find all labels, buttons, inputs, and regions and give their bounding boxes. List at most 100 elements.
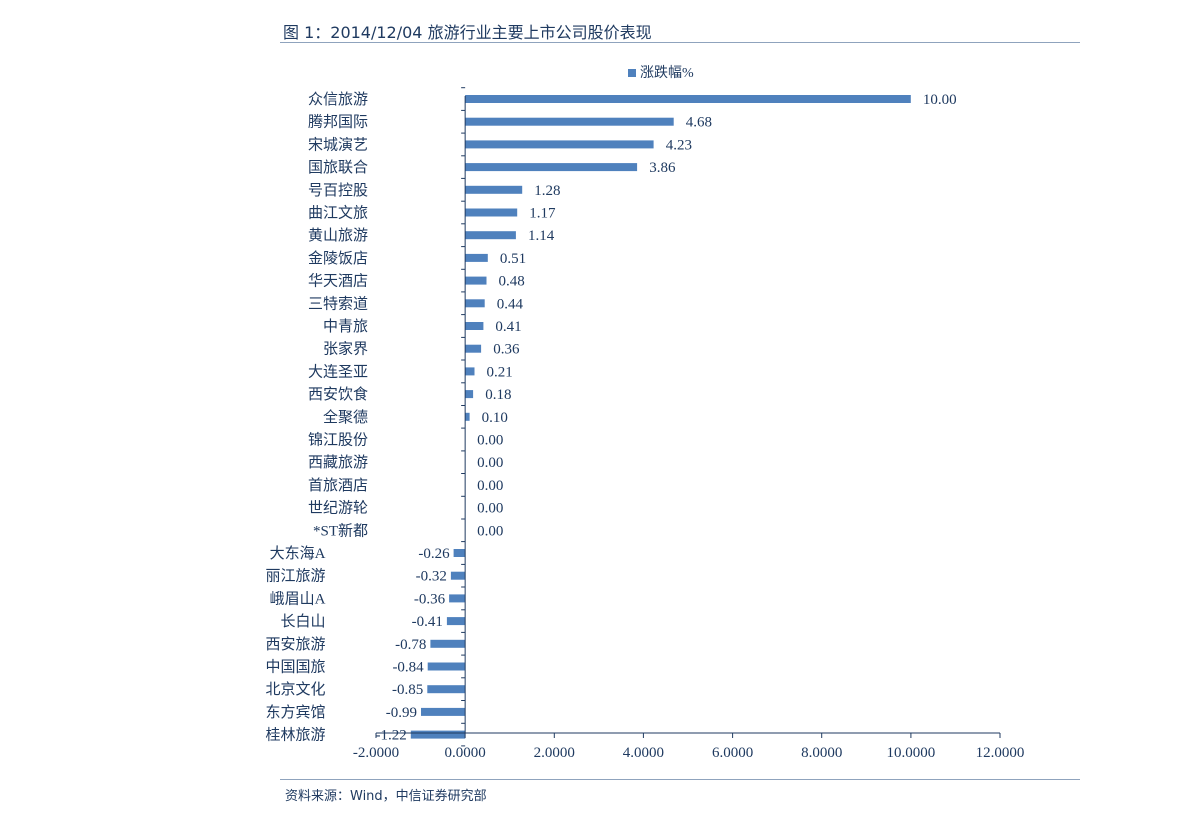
data-label: 10.00 bbox=[923, 92, 957, 108]
data-label: 0.00 bbox=[477, 455, 503, 471]
bar bbox=[449, 594, 466, 603]
category-label: 峨眉山A bbox=[270, 590, 326, 607]
category-label: 全聚德 bbox=[323, 408, 368, 426]
category-label: 西安旅游 bbox=[265, 636, 325, 653]
category-label: 三特索道 bbox=[308, 295, 368, 312]
bar bbox=[430, 639, 466, 648]
bar bbox=[465, 163, 638, 172]
category-label: 锦江股份 bbox=[308, 432, 368, 449]
bar bbox=[465, 390, 474, 399]
category-label: 东方宾馆 bbox=[265, 704, 325, 721]
category-label: 张家界 bbox=[323, 341, 368, 358]
legend-swatch bbox=[628, 69, 636, 77]
x-tick-label: 0.0000 bbox=[444, 745, 485, 761]
category-label: 丽江旅游 bbox=[265, 568, 325, 585]
x-tick-label: 4.0000 bbox=[623, 745, 664, 761]
category-label: 长白山 bbox=[280, 613, 325, 630]
data-label: 0.51 bbox=[500, 251, 526, 267]
category-label: 国旅联合 bbox=[308, 159, 368, 176]
data-label: -0.78 bbox=[395, 637, 426, 653]
data-label: -0.26 bbox=[418, 546, 450, 562]
data-label: -1.22 bbox=[376, 728, 407, 744]
bar bbox=[465, 367, 475, 376]
data-label: 4.68 bbox=[686, 115, 712, 131]
data-label: 1.17 bbox=[529, 206, 556, 222]
x-tick-label: 10.0000 bbox=[887, 745, 936, 761]
bar bbox=[465, 185, 523, 194]
x-tick-label: 6.0000 bbox=[712, 745, 753, 761]
data-label: -0.32 bbox=[416, 569, 447, 585]
data-label: 0.36 bbox=[493, 342, 520, 358]
bar bbox=[410, 730, 466, 739]
category-label: 桂林旅游 bbox=[265, 727, 325, 744]
bar bbox=[465, 344, 482, 353]
x-tick-label: -2.0000 bbox=[353, 745, 399, 761]
category-label: 中青旅 bbox=[323, 318, 368, 335]
category-label: 大连圣亚 bbox=[308, 363, 368, 380]
data-labels: 10.00 4.68 4.23 3.86 1.28 1.17 1.140.51 0.48 0.4… bbox=[376, 92, 957, 744]
source-rule bbox=[280, 779, 1080, 780]
source-note: 资料来源：Wind，中信证券研究部 bbox=[285, 789, 487, 804]
figure-title: 图 1：2014/12/04 旅游行业主要上市公司股价表现 bbox=[283, 23, 652, 42]
category-label: 腾邦国际 bbox=[308, 114, 368, 131]
bar bbox=[453, 549, 466, 557]
bar bbox=[465, 208, 518, 217]
chart-legend: 涨跌幅% bbox=[628, 65, 694, 81]
category-label: 大东海A bbox=[270, 545, 326, 562]
data-label: -0.85 bbox=[392, 682, 423, 698]
category-label: 宋城演艺 bbox=[308, 136, 368, 153]
category-labels: 众信旅游腾邦国际宋城演艺国旅联合号百控股曲江文旅黄山旅游金陵饭店华天酒店三特索道… bbox=[265, 91, 368, 744]
x-tick-labels: -2.0000 0.0000 2.0000 4.0000 6.0000 8.0000 10.… bbox=[353, 745, 1025, 761]
data-label: -0.99 bbox=[386, 705, 417, 721]
chart-axes bbox=[375, 87, 1001, 747]
bar bbox=[421, 707, 466, 716]
data-label: 0.44 bbox=[497, 296, 524, 312]
bar bbox=[465, 299, 485, 308]
title-rule bbox=[280, 42, 1080, 43]
category-label: 众信旅游 bbox=[308, 91, 368, 108]
data-label: 4.23 bbox=[666, 137, 692, 153]
bar-series bbox=[410, 95, 911, 739]
category-label: 曲江文旅 bbox=[308, 205, 368, 222]
data-label: 0.00 bbox=[477, 433, 503, 449]
category-label: *ST新都 bbox=[313, 522, 368, 539]
bar bbox=[465, 322, 484, 330]
data-label: 0.41 bbox=[495, 319, 521, 335]
bar bbox=[465, 95, 911, 103]
data-label: 0.00 bbox=[477, 478, 503, 494]
category-label: 世纪游轮 bbox=[308, 500, 368, 517]
category-label: 号百控股 bbox=[308, 182, 368, 199]
data-label: -0.36 bbox=[414, 591, 446, 607]
bar bbox=[465, 231, 516, 240]
x-tick-label: 2.0000 bbox=[534, 745, 575, 761]
data-label: 0.18 bbox=[485, 387, 511, 403]
data-label: 1.28 bbox=[534, 183, 560, 199]
x-tick-label: 12.0000 bbox=[976, 745, 1025, 761]
category-label: 金陵饭店 bbox=[308, 250, 368, 267]
bar bbox=[427, 685, 466, 694]
category-label: 西安饮食 bbox=[308, 386, 368, 403]
data-label: -0.41 bbox=[412, 614, 443, 630]
category-label: 首旅酒店 bbox=[308, 477, 368, 494]
x-tick-label: 8.0000 bbox=[801, 745, 842, 761]
category-label: 黄山旅游 bbox=[308, 227, 368, 244]
data-label: 0.21 bbox=[487, 364, 513, 380]
data-label: -0.84 bbox=[392, 660, 424, 676]
data-label: 0.10 bbox=[482, 410, 508, 426]
bar bbox=[465, 412, 470, 421]
legend-label: 涨跌幅% bbox=[640, 65, 694, 81]
bar bbox=[465, 253, 488, 262]
data-label: 0.00 bbox=[477, 501, 503, 517]
category-label: 北京文化 bbox=[265, 681, 325, 698]
data-label: 0.48 bbox=[499, 274, 525, 290]
bar bbox=[465, 117, 674, 126]
bar bbox=[427, 662, 466, 671]
category-label: 华天酒店 bbox=[308, 273, 368, 290]
data-label: 0.00 bbox=[477, 523, 503, 539]
bar bbox=[465, 140, 654, 149]
data-label: 3.86 bbox=[649, 160, 676, 176]
bar bbox=[446, 617, 466, 626]
data-label: 1.14 bbox=[528, 228, 555, 244]
category-label: 西藏旅游 bbox=[308, 454, 368, 471]
